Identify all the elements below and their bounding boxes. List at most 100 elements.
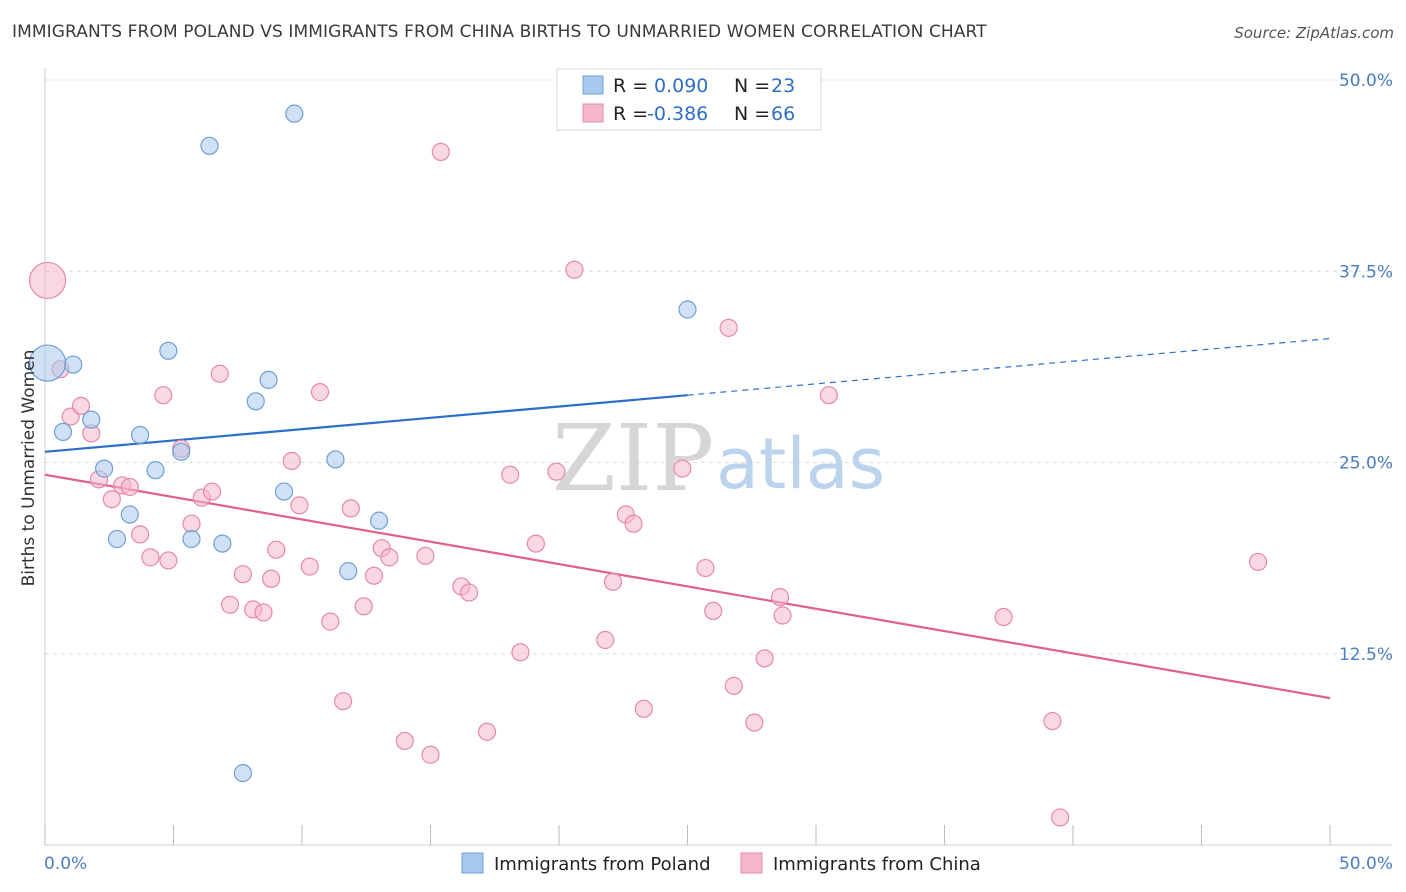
point-china (431, 142, 450, 162)
legend-n-value-poland: 23 (771, 75, 795, 97)
point-china (28, 261, 67, 300)
bottom-legend: Immigrants from Poland Immigrants from C… (461, 852, 981, 875)
point-china (416, 546, 435, 565)
point-china (120, 477, 139, 497)
point-poland (146, 461, 165, 480)
point-china (354, 597, 373, 616)
legend-n-value-china: 66 (771, 103, 795, 125)
point-china (102, 490, 121, 509)
point-china (770, 588, 790, 607)
y-tick-label: 50.0% (1339, 71, 1393, 91)
point-china (182, 514, 201, 533)
point-china (719, 318, 738, 337)
point-china (364, 566, 384, 585)
point-china (501, 465, 520, 484)
point-china (310, 383, 330, 402)
point-china (300, 557, 319, 576)
point-china (1043, 711, 1062, 731)
point-china (696, 558, 715, 578)
x-tick-label: 0.0% (44, 854, 87, 874)
point-poland (233, 763, 252, 783)
point-china (202, 482, 222, 501)
top-legend: R = 0.090 N = 23 R = -0.386 N = 66 (556, 68, 822, 131)
legend-r-label-china: R = (613, 103, 648, 125)
point-china (773, 606, 792, 625)
y-tick-label: 37.5% (1339, 262, 1393, 282)
point-china (334, 692, 353, 711)
point-poland (130, 425, 150, 445)
legend-r-label-poland: R = (613, 75, 648, 97)
legend-r-value-poland: 0.090 (654, 75, 708, 97)
legend-swatch-poland (582, 75, 604, 95)
point-poland (200, 136, 219, 155)
point-china (233, 565, 252, 584)
point-china (262, 569, 281, 588)
legend-r-value-china: -0.386 (647, 103, 708, 125)
point-china (254, 603, 273, 622)
point-china (210, 364, 229, 383)
point-poland (339, 562, 358, 581)
bottom-legend-china: Immigrants from China (773, 854, 981, 875)
point-china (755, 649, 774, 668)
point-china (819, 386, 838, 405)
point-china (673, 459, 692, 478)
x-tick-label: 50.0% (1339, 854, 1393, 874)
point-china (526, 534, 545, 553)
point-china (159, 551, 178, 570)
point-poland (172, 442, 191, 461)
axes (44, 68, 1392, 846)
point-poland (213, 534, 232, 553)
legend-n-label-china: N = (734, 103, 770, 125)
point-china (421, 745, 440, 764)
bottom-legend-swatch-china (740, 852, 763, 874)
legend-swatch-china (582, 103, 604, 123)
source-label: Source: ZipAtlas.com (1234, 24, 1394, 42)
grid-lines (45, 79, 1392, 655)
point-china (141, 548, 160, 567)
trend-lines (44, 337, 1331, 700)
y-axis-label: Births to Unmarried Women (19, 350, 39, 587)
point-china (547, 462, 566, 481)
legend-n-label-poland: N = (734, 75, 770, 97)
bottom-legend-poland: Immigrants from Poland (494, 854, 711, 875)
point-poland (274, 482, 294, 501)
point-china (603, 572, 623, 591)
point-poland (326, 450, 345, 469)
point-china (130, 525, 150, 544)
point-china (267, 540, 286, 559)
y-tick-label: 25.0% (1339, 454, 1393, 474)
point-poland (64, 355, 83, 374)
point-poland (678, 300, 697, 319)
point-poland (82, 410, 101, 429)
point-china (321, 612, 340, 631)
point-poland (246, 392, 265, 411)
y-tick-label: 12.5% (1339, 645, 1393, 665)
watermark-zip: ZIP (552, 405, 714, 512)
point-china (477, 722, 497, 741)
point-china (290, 496, 309, 515)
point-china (596, 630, 615, 650)
point-china (565, 260, 584, 279)
watermark: ZIP atlas (552, 405, 885, 512)
point-china (745, 713, 764, 732)
chart-title: IMMIGRANTS FROM POLAND VS IMMIGRANTS FRO… (12, 22, 987, 42)
watermark-atlas: atlas (716, 423, 885, 505)
x-tick-labels: 0.0% 50.0% (44, 854, 1393, 874)
point-poland (285, 104, 304, 123)
point-china (341, 499, 360, 518)
y-tick-labels: 12.5% 25.0% 37.5% 50.0% (1339, 71, 1393, 665)
trend-line-china (44, 473, 1331, 700)
point-china (511, 643, 530, 662)
bottom-legend-swatch-poland (461, 852, 484, 874)
point-poland (107, 529, 127, 549)
point-poland (182, 529, 201, 549)
point-china (994, 607, 1013, 627)
point-china (724, 676, 743, 695)
point-china (1248, 552, 1268, 572)
trend-line-poland-extension (687, 337, 1331, 396)
point-china (634, 699, 653, 718)
data-points (28, 104, 1268, 827)
point-poland (120, 505, 139, 524)
point-china (459, 583, 479, 602)
